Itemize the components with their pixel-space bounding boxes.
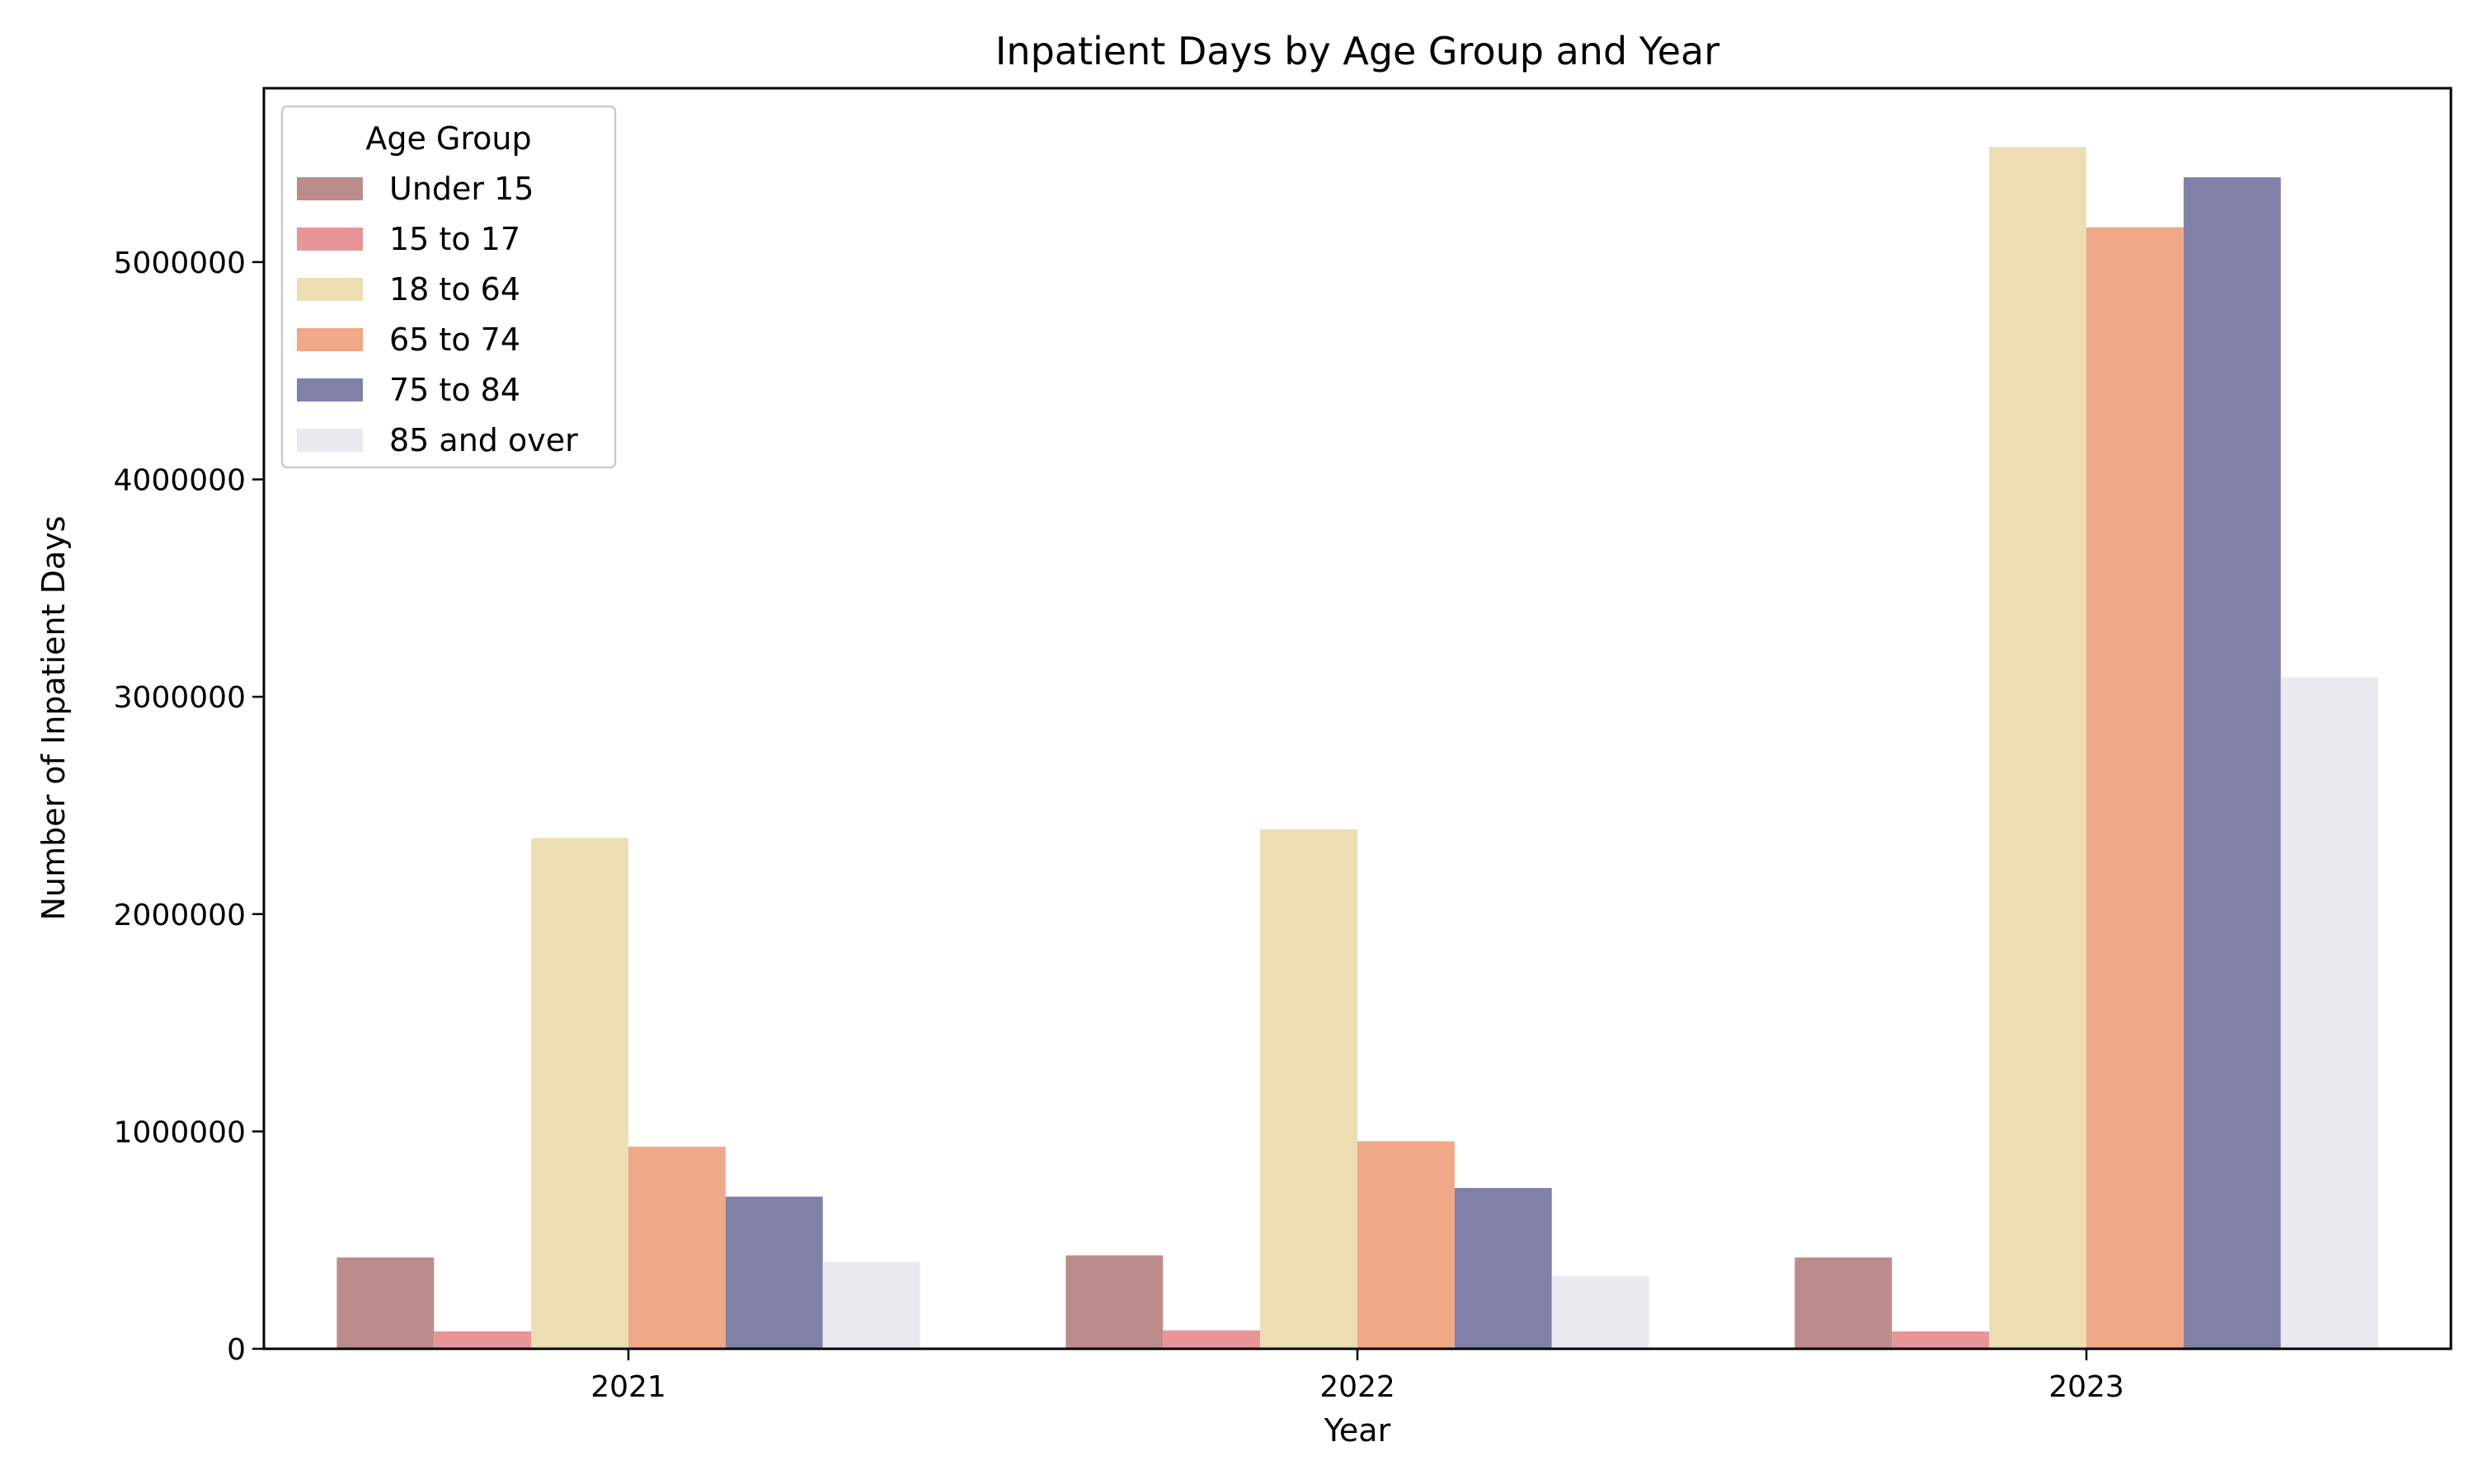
bar bbox=[336, 1257, 435, 1349]
legend-label: Under 15 bbox=[389, 171, 534, 207]
chart-title: Inpatient Days by Age Group and Year bbox=[995, 29, 1719, 73]
y-tick-label: 5000000 bbox=[114, 247, 246, 280]
bar bbox=[1454, 1187, 1552, 1349]
y-axis-label: Number of Inpatient Days bbox=[35, 516, 72, 921]
bar bbox=[725, 1196, 823, 1349]
legend: Age Group Under 15 15 to 17 18 to 64 65 to 7… bbox=[280, 105, 617, 469]
bar bbox=[531, 838, 628, 1349]
y-tick-label: 2000000 bbox=[114, 899, 246, 932]
legend-label: 75 to 84 bbox=[389, 372, 520, 408]
bar bbox=[2183, 177, 2281, 1350]
x-axis-label: Year bbox=[1324, 1412, 1391, 1449]
bar bbox=[1794, 1257, 1893, 1349]
x-tick-label: 2022 bbox=[1319, 1370, 1395, 1404]
legend-label: 18 to 64 bbox=[389, 271, 520, 308]
bar bbox=[1065, 1255, 1164, 1349]
legend-swatch bbox=[297, 228, 363, 251]
x-axis: 2021 2022 2023 bbox=[590, 1349, 2124, 1404]
legend-label: 85 and over bbox=[389, 422, 578, 458]
bar bbox=[1989, 147, 2086, 1349]
legend-swatch bbox=[297, 328, 363, 351]
legend-box bbox=[280, 105, 617, 469]
bar bbox=[1357, 1141, 1455, 1349]
bar bbox=[822, 1261, 920, 1349]
legend-swatch bbox=[297, 177, 363, 200]
y-tick-label: 4000000 bbox=[114, 464, 246, 498]
legend-title: Age Group bbox=[365, 120, 531, 157]
bar bbox=[1260, 829, 1357, 1349]
y-tick-label: 0 bbox=[227, 1333, 246, 1367]
bars-layer bbox=[336, 147, 2378, 1350]
legend-swatch bbox=[297, 378, 363, 402]
y-axis: 0 1000000 2000000 3000000 4000000 5000000 bbox=[114, 247, 264, 1367]
x-tick-label: 2023 bbox=[2048, 1370, 2124, 1404]
legend-swatch bbox=[297, 429, 363, 452]
legend-label: 15 to 17 bbox=[389, 221, 520, 257]
bar bbox=[434, 1331, 532, 1349]
bar bbox=[2086, 227, 2184, 1349]
legend-label: 65 to 74 bbox=[389, 322, 520, 358]
bar bbox=[1163, 1330, 1261, 1349]
legend-swatch bbox=[297, 278, 363, 301]
bar bbox=[1551, 1275, 1649, 1349]
bar bbox=[2280, 677, 2378, 1349]
bar bbox=[628, 1146, 726, 1349]
y-tick-label: 1000000 bbox=[114, 1115, 246, 1149]
y-tick-label: 3000000 bbox=[114, 681, 246, 715]
bar bbox=[1892, 1331, 1990, 1349]
x-tick-label: 2021 bbox=[590, 1370, 666, 1404]
